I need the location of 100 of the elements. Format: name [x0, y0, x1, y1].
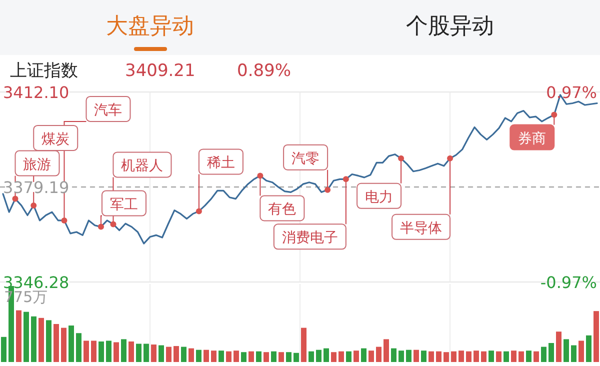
bar: [196, 350, 202, 362]
y-tick-label: 3379.19: [3, 178, 70, 197]
bar: [61, 328, 66, 362]
bar: [466, 351, 472, 362]
bar: [98, 341, 104, 362]
annotation: 旅游: [23, 156, 52, 173]
bar: [234, 350, 239, 362]
bar: [526, 350, 532, 362]
annotation: 煤炭: [42, 131, 70, 148]
bar: [548, 343, 554, 362]
bar: [496, 351, 502, 362]
bar: [391, 348, 396, 362]
bar: [188, 348, 194, 362]
bar: [204, 350, 209, 362]
bar: [31, 316, 36, 362]
bar: [338, 351, 344, 362]
annotation: 电力: [365, 189, 394, 206]
text: 0.89%: [237, 61, 292, 81]
bar: [24, 312, 29, 362]
bar: [398, 350, 404, 362]
bar: [571, 345, 576, 362]
bar: [136, 344, 142, 362]
annotation: 半导体: [400, 220, 442, 236]
bar: [458, 350, 464, 362]
bar: [241, 352, 246, 362]
bar: [218, 350, 224, 362]
y2-tick-label: -0.97%: [540, 273, 597, 292]
bar: [226, 351, 232, 362]
annotation: 稀土: [206, 155, 235, 172]
bar: [324, 348, 329, 362]
bar: [166, 346, 172, 362]
bar: [84, 340, 89, 362]
text: 个股异动: [406, 14, 494, 39]
bar: [38, 318, 44, 362]
annotation: 有色: [268, 202, 296, 218]
bar: [436, 351, 442, 362]
bar: [151, 344, 156, 362]
bar: [428, 351, 434, 362]
bar: [294, 352, 299, 362]
annotation: 券商: [518, 130, 546, 147]
bar: [556, 332, 562, 362]
bar: [286, 352, 292, 362]
bar: [406, 350, 412, 362]
bar: [331, 352, 336, 362]
annotation: 机器人: [121, 158, 164, 174]
bar: [578, 340, 584, 362]
bar: [368, 350, 374, 362]
bar: [376, 346, 382, 362]
bar: [278, 352, 284, 362]
chart-title: 大盘异动: [106, 14, 194, 39]
annotation: 消费电子: [282, 230, 338, 246]
bar: [564, 339, 569, 362]
bar: [46, 320, 52, 362]
bar: [256, 351, 262, 362]
bar: [308, 351, 314, 362]
bar: [518, 351, 524, 362]
annotation: 汽车: [94, 102, 122, 118]
bar: [16, 310, 22, 362]
bar: [586, 335, 592, 362]
bar: [271, 351, 276, 362]
bar: [106, 340, 112, 362]
bar: [76, 333, 82, 362]
bar: [248, 351, 254, 362]
bar: [181, 346, 186, 362]
bar: [474, 350, 479, 362]
bar: [121, 339, 126, 362]
bar: [174, 346, 179, 362]
bar: [384, 339, 389, 362]
bar: [316, 350, 322, 362]
bar: [68, 326, 74, 362]
annotation: 军工: [110, 196, 138, 213]
bar: [504, 351, 509, 362]
bar: [54, 324, 59, 362]
bar: [91, 340, 96, 362]
bar: [301, 328, 306, 362]
bar: [158, 345, 164, 362]
bar: [481, 351, 486, 362]
bar: [534, 351, 539, 362]
bar: [144, 344, 149, 362]
bar: [114, 342, 119, 362]
text: 3409.21: [125, 61, 196, 81]
annotation: 汽零: [292, 150, 320, 167]
bar: [488, 350, 494, 362]
bar: [421, 350, 426, 362]
bar: [541, 346, 546, 362]
bar: [361, 348, 366, 362]
y2-tick-label: 0.97%: [546, 83, 597, 102]
bar: [594, 311, 599, 362]
bar: [264, 352, 269, 362]
bar: [346, 351, 352, 362]
bar: [211, 350, 216, 362]
bar: [354, 350, 359, 362]
y-tick-label: 3346.28: [3, 273, 70, 292]
bar: [451, 351, 456, 362]
bar: [444, 352, 449, 362]
bar: [511, 350, 516, 362]
chart-subtitle: 上证指数: [10, 61, 78, 81]
y-tick-label: 3412.10: [3, 83, 70, 102]
bar: [414, 350, 419, 362]
bar: [128, 341, 134, 362]
